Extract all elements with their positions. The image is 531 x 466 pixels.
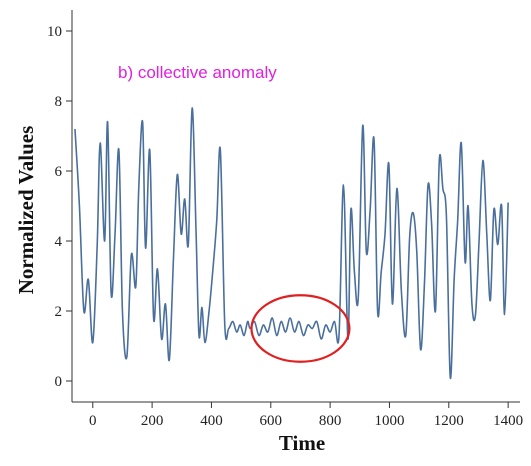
x-tick-label: 600 — [260, 413, 283, 429]
x-tick-label: 1400 — [493, 413, 523, 429]
annotation-label: b) collective anomaly — [118, 63, 277, 82]
y-tick-label: 0 — [55, 374, 63, 390]
x-axis-title: Time — [279, 431, 325, 455]
x-tick-label: 800 — [319, 413, 342, 429]
x-tick-label: 1000 — [374, 413, 404, 429]
y-tick-label: 8 — [55, 94, 63, 110]
x-tick-label: 200 — [141, 413, 164, 429]
x-tick-label: 0 — [89, 413, 97, 429]
y-tick-label: 4 — [55, 234, 63, 250]
ticks: 0 2 4 6 8 10 0 200 400 600 800 1000 1200 1400 — [47, 24, 523, 429]
x-tick-label: 400 — [200, 413, 223, 429]
y-axis-title: Normalized Values — [14, 126, 38, 295]
series-group — [74, 107, 509, 379]
x-tick-label: 1200 — [434, 413, 464, 429]
y-tick-label: 2 — [55, 304, 63, 320]
series-line — [74, 107, 509, 379]
axes — [71, 10, 520, 403]
y-tick-label: 6 — [55, 164, 63, 180]
collective-anomaly-highlight — [250, 294, 351, 363]
y-tick-label: 10 — [47, 24, 62, 40]
